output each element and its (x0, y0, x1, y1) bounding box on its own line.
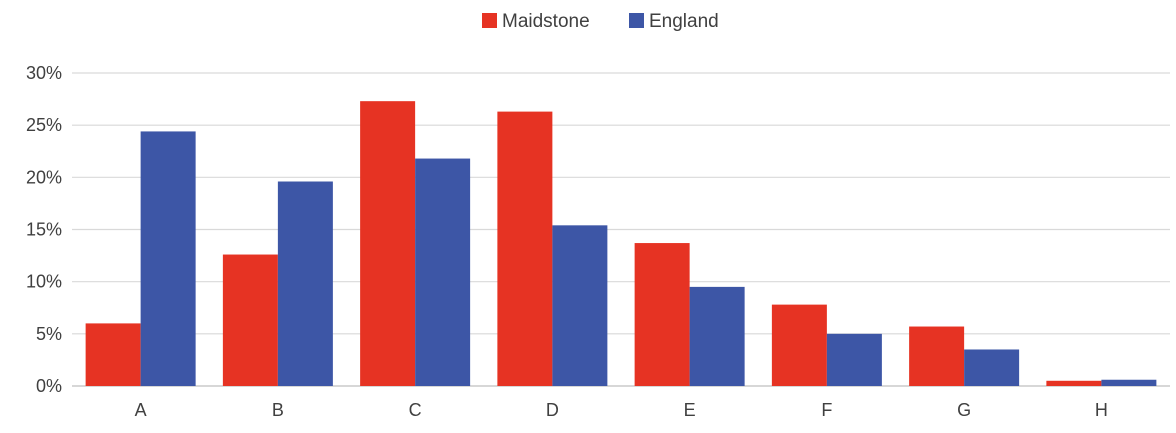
y-tick-label: 15% (26, 220, 62, 240)
bar-england-e (689, 286, 745, 386)
bar-maidstone-h (1046, 380, 1102, 386)
x-tick-label: C (409, 400, 422, 420)
bar-maidstone-e (634, 243, 690, 386)
x-tick-label: D (546, 400, 559, 420)
bar-maidstone-f (771, 304, 827, 386)
bars (85, 101, 1157, 387)
bar-england-c (415, 158, 471, 386)
x-tick-label: H (1095, 400, 1108, 420)
y-tick-label: 25% (26, 115, 62, 135)
x-tick-label: E (684, 400, 696, 420)
bar-england-h (1101, 379, 1157, 386)
bar-maidstone-g (909, 326, 965, 386)
x-tick-label: B (272, 400, 284, 420)
y-tick-label: 5% (36, 324, 62, 344)
bar-england-b (277, 181, 333, 386)
legend-swatch-maidstone (482, 13, 497, 28)
bar-england-g (964, 349, 1020, 386)
x-tick-label: G (957, 400, 971, 420)
bar-england-d (552, 225, 608, 386)
x-axis-tick-labels: A B C D E F G H (135, 400, 1108, 420)
y-tick-label: 0% (36, 376, 62, 396)
bar-maidstone-b (222, 254, 278, 386)
y-tick-label: 30% (26, 63, 62, 83)
y-tick-label: 20% (26, 167, 62, 187)
bar-maidstone-a (85, 323, 141, 386)
bar-maidstone-c (360, 101, 416, 387)
bar-england-a (140, 131, 196, 386)
legend-label-maidstone: Maidstone (502, 11, 590, 32)
x-tick-label: F (821, 400, 832, 420)
bar-maidstone-d (497, 111, 553, 386)
legend-label-england: England (649, 11, 719, 32)
x-tick-label: A (135, 400, 147, 420)
legend: Maidstone England (482, 11, 719, 32)
y-tick-label: 10% (26, 272, 62, 292)
y-axis-tick-labels: 0% 5% 10% 15% 20% 25% 30% (26, 63, 62, 396)
legend-swatch-england (629, 13, 644, 28)
bar-england-f (826, 333, 882, 386)
